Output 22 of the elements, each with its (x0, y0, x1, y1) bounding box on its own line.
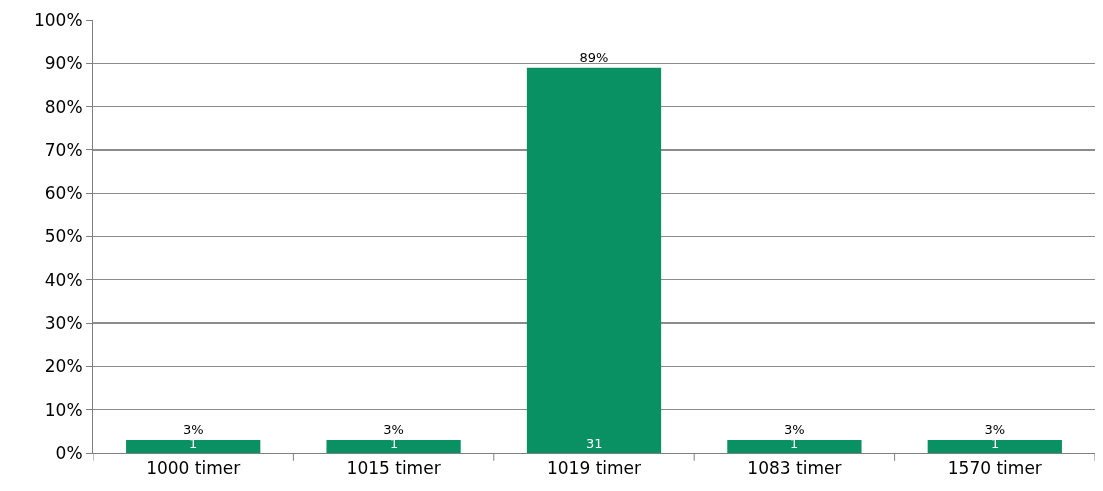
x-tick-label: 1083 timer (747, 458, 842, 479)
y-tick-label: 70% (44, 139, 83, 160)
y-tick-label: 20% (44, 356, 83, 377)
data-label: 89% (579, 49, 609, 65)
data-label: 3% (182, 422, 204, 438)
y-tick-label: 100% (33, 9, 83, 30)
data-label: 3% (984, 422, 1006, 438)
x-tick-label: 1019 timer (546, 458, 642, 479)
x-tick-label: 1570 timer (947, 458, 1042, 479)
x-tick-label: 1015 timer (346, 458, 441, 479)
y-tick-label: 40% (44, 269, 83, 290)
y-tick-label: 60% (44, 183, 83, 204)
y-tick-label: 50% (44, 226, 83, 247)
data-label: 3% (784, 422, 805, 438)
y-tick-label: 0% (55, 442, 83, 463)
y-tick-label: 80% (44, 96, 83, 117)
annotation: 31 (586, 436, 603, 451)
y-tick-label: 90% (44, 53, 83, 74)
y-tick-label: 30% (44, 313, 83, 334)
y-tick-label: 10% (44, 399, 83, 420)
data-label: 3% (383, 422, 404, 438)
x-tick-label: 1000 timer (146, 458, 241, 479)
